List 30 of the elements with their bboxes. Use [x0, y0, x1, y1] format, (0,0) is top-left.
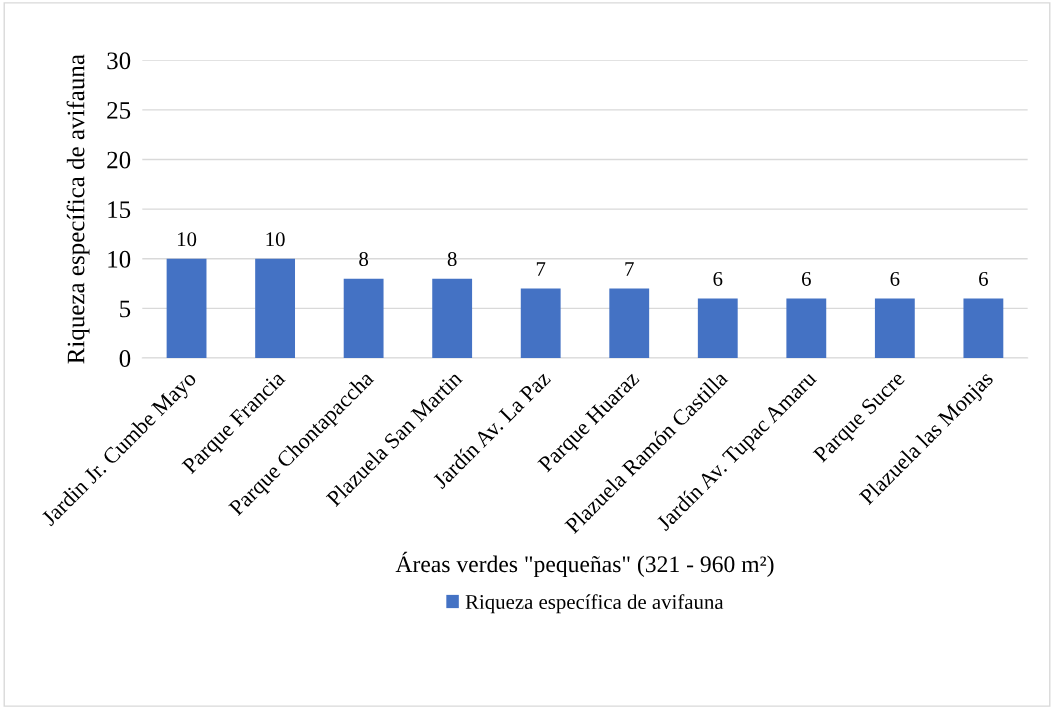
bar: [166, 258, 207, 359]
y-axis-title: Riqueza específica de avifauna: [66, 54, 90, 364]
bar: [874, 298, 915, 359]
data-label: 8: [359, 252, 369, 267]
y-tick-label: 10: [108, 250, 131, 268]
data-label: 7: [625, 262, 634, 276]
y-tick-label: 0: [119, 350, 131, 367]
y-tick-label: 5: [120, 300, 131, 318]
data-label: 8: [447, 252, 457, 267]
data-label: 6: [713, 271, 723, 286]
data-label: 6: [890, 271, 900, 286]
y-tick-label: 25: [107, 102, 131, 119]
bar: [963, 298, 1004, 359]
bar: [255, 258, 296, 359]
y-tick-label: 30: [107, 52, 131, 70]
data-label: 6: [802, 271, 811, 286]
bar: [432, 278, 473, 359]
data-label: 10: [177, 232, 197, 247]
data-label: 10: [266, 232, 285, 247]
bar: [697, 298, 738, 359]
y-tick-label: 20: [107, 151, 131, 169]
data-label: 7: [536, 262, 546, 276]
legend-label: Riqueza específica de avifauna: [465, 594, 724, 614]
bar: [520, 288, 561, 359]
bar: [609, 288, 650, 359]
y-tick-label: 15: [108, 201, 131, 219]
x-axis-title: Áreas verdes "pequeñas" (321 - 960 m²): [395, 551, 774, 577]
bar: [786, 298, 827, 359]
data-label: 6: [979, 271, 988, 286]
bar: [343, 278, 384, 359]
